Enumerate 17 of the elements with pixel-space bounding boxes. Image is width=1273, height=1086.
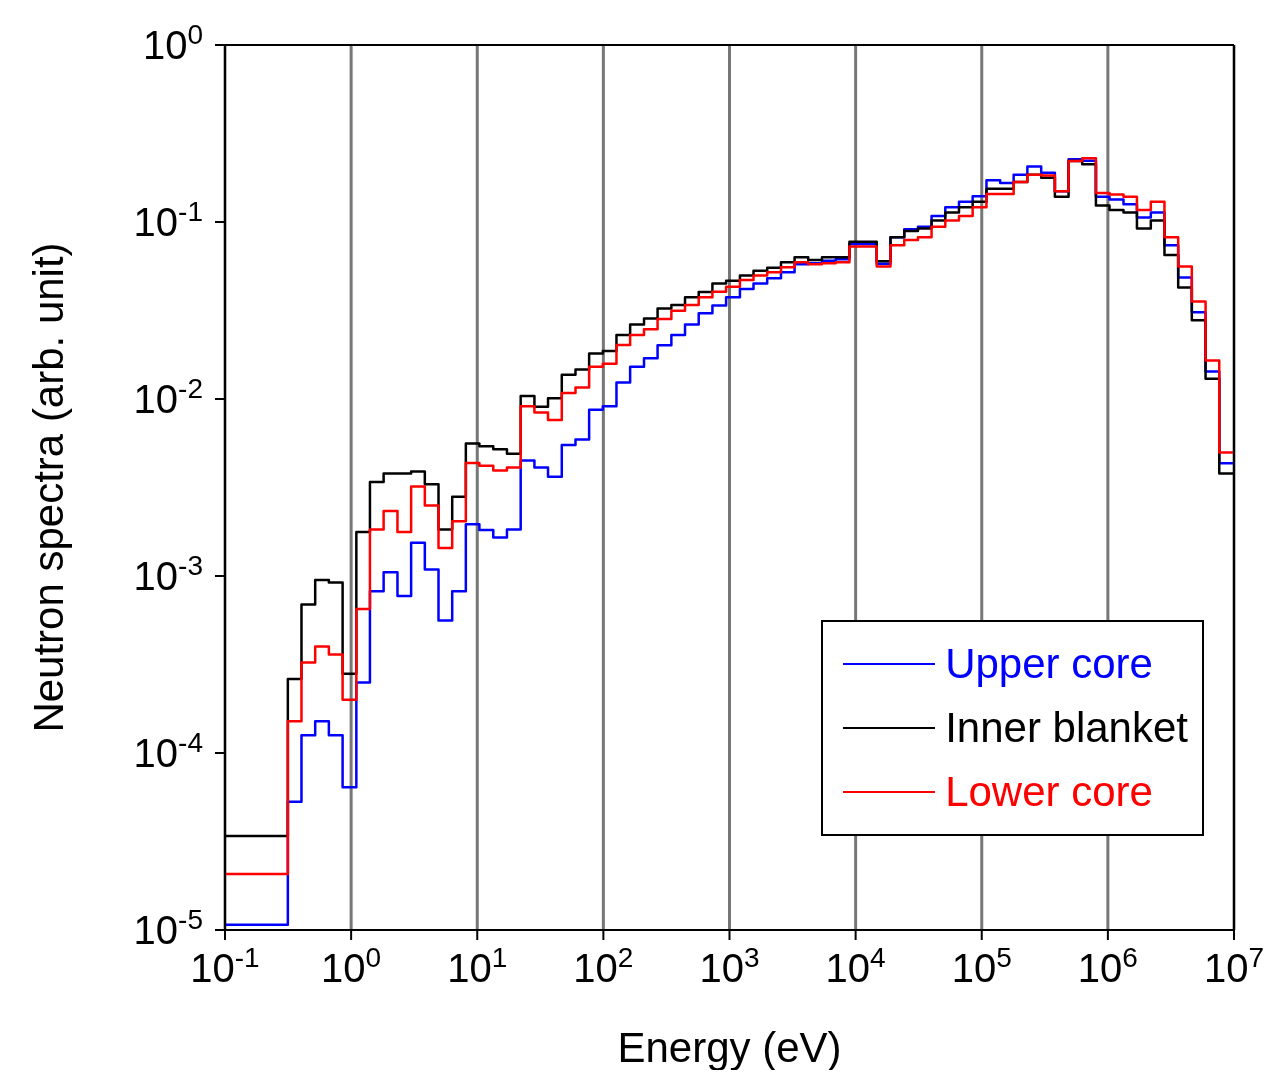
y-tick-label: 10$^{-3}$ xyxy=(133,549,203,598)
x-tick-label: 10$^{1}$ xyxy=(447,941,508,990)
legend-label: Lower core xyxy=(945,768,1153,816)
x-tick-label: 10$^{6}$ xyxy=(1077,941,1138,990)
x-tick-label: 10$^{0}$ xyxy=(321,941,382,990)
y-tick-label: 10$^{-4}$ xyxy=(133,726,203,775)
x-tick-label: 10$^{7}$ xyxy=(1203,941,1265,990)
legend-label: Upper core xyxy=(945,640,1153,688)
y-tick-label: 10$^{-2}$ xyxy=(133,372,203,421)
legend-label: Inner blanket xyxy=(945,704,1188,752)
x-tick-label: 10$^{2}$ xyxy=(573,941,634,990)
y-axis-title: Neutron spectra (arb. unit) xyxy=(24,242,72,733)
x-tick-label: 10$^{5}$ xyxy=(951,941,1012,990)
y-tick-label: 10$^{0}$ xyxy=(142,18,203,67)
y-tick-label: 10$^{-1}$ xyxy=(133,195,203,244)
x-tick-label: 10$^{3}$ xyxy=(699,941,760,990)
x-tick-label: 10$^{4}$ xyxy=(825,941,886,990)
